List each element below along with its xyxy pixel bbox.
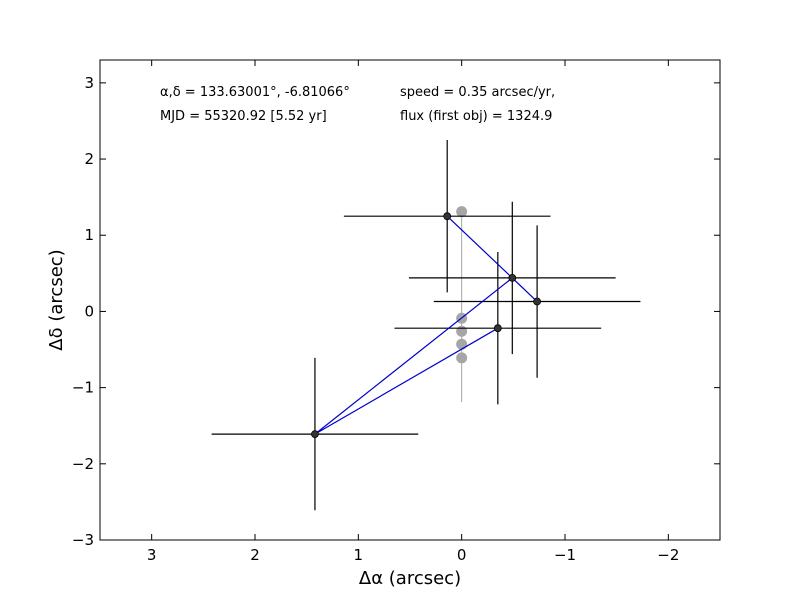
x-axis-label: Δα (arcsec)	[359, 568, 461, 589]
y-tick-label-1: −2	[72, 455, 94, 473]
model-point-2	[456, 325, 468, 337]
x-tick-label-4: −1	[554, 546, 576, 564]
plot-area	[211, 140, 641, 511]
y-tick-label-3: 0	[84, 302, 94, 320]
annotation-coords: α,δ = 133.63001°, -6.81066°	[160, 85, 350, 100]
model-point-0	[456, 206, 468, 218]
model-point-3	[456, 338, 468, 350]
measurement-point-1	[508, 274, 517, 282]
y-axis: −3 −2 −1 0 1 2 3	[72, 74, 720, 549]
y-tick-label-2: −1	[72, 379, 94, 397]
y-tick-label-0: −3	[72, 531, 94, 549]
x-tick-label-0: 3	[147, 546, 157, 564]
annotation-flux: flux (first obj) = 1324.9	[400, 109, 552, 124]
x-tick-label-1: 2	[250, 546, 260, 564]
y-tick-label-4: 1	[84, 226, 94, 244]
x-tick-label-3: 0	[457, 546, 467, 564]
model-point-4	[456, 352, 468, 364]
motion-path-line	[314, 215, 538, 435]
y-tick-label-6: 3	[84, 74, 94, 92]
annotation-speed: speed = 0.35 arcsec/yr,	[400, 85, 555, 100]
x-tick-label-2: 1	[354, 546, 364, 564]
axes-frame	[99, 59, 721, 541]
x-axis: 3 2 1 0 −1 −2	[147, 60, 679, 564]
x-tick-label-5: −2	[657, 546, 679, 564]
y-axis-label: Δδ (arcsec)	[46, 249, 67, 350]
y-tick-label-5: 2	[84, 150, 94, 168]
measurement-point-3	[493, 324, 502, 333]
measurement-point-2	[533, 297, 541, 306]
measurement-point-4	[311, 430, 319, 438]
measurement-point-0	[443, 212, 452, 221]
annotation-mjd: MJD = 55320.92 [5.52 yr]	[160, 109, 327, 124]
